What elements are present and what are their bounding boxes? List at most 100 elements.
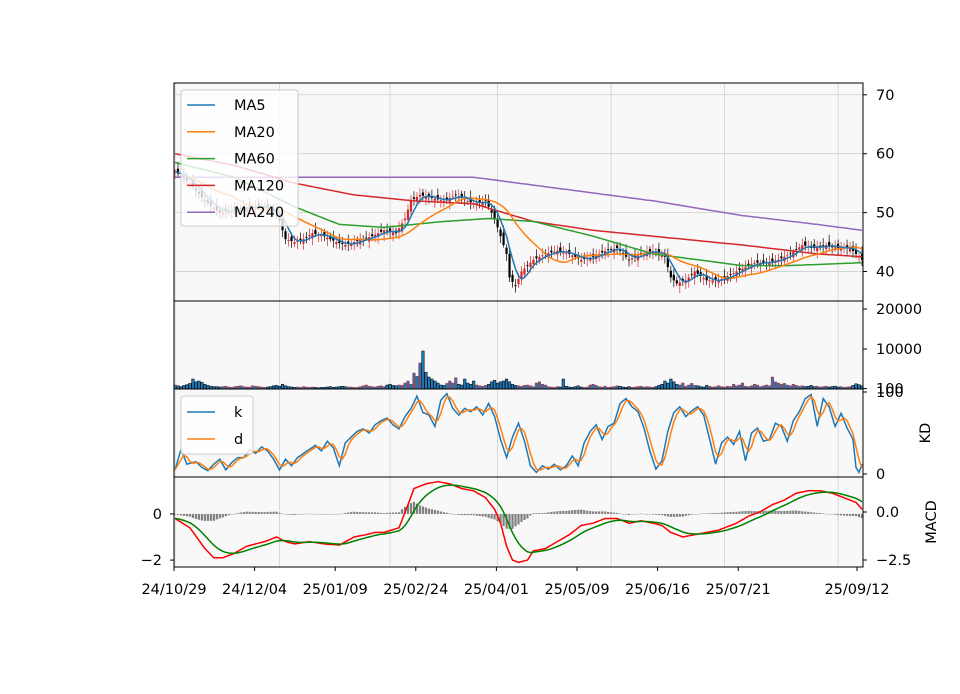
volume-bar xyxy=(385,384,389,390)
macd-hist-bar xyxy=(750,510,753,514)
macd-hist-bar xyxy=(215,513,218,520)
candle-body xyxy=(690,274,693,276)
candle-body xyxy=(744,267,747,271)
macd-hist-bar xyxy=(362,512,365,514)
macd-hist-bar xyxy=(499,513,502,523)
candle-body xyxy=(284,231,287,240)
candle-body xyxy=(753,262,756,264)
macd-hist-bar xyxy=(798,510,801,514)
volume-bar xyxy=(421,350,425,390)
candle-body xyxy=(311,233,314,239)
candle-body xyxy=(795,248,798,250)
candle-body xyxy=(714,276,717,281)
volume-bar xyxy=(657,385,661,390)
volume-bar xyxy=(424,371,428,390)
macd-hist-bar xyxy=(347,512,350,514)
candle-body xyxy=(418,194,422,197)
macd-hist-bar xyxy=(191,513,195,518)
candle-body xyxy=(571,255,574,258)
macd-right-tick-label: 0.0 xyxy=(876,505,899,521)
volume-bar xyxy=(388,383,392,390)
candle-body xyxy=(675,280,678,284)
volume-bar xyxy=(439,384,443,390)
candle-body xyxy=(490,210,493,213)
macd-hist-bar xyxy=(762,510,765,514)
macd-hist-bar xyxy=(583,510,586,514)
volume-bar xyxy=(773,381,777,390)
macd-hist-bar xyxy=(642,513,646,515)
candle-body xyxy=(329,236,332,240)
macd-hist-bar xyxy=(433,510,436,514)
x-tick-label: 24/10/29 xyxy=(141,582,206,598)
macd-hist-bar xyxy=(391,512,395,514)
macd-hist-bar xyxy=(314,513,317,515)
macd-hist-bar xyxy=(795,510,798,514)
macd-hist-bar xyxy=(789,510,792,514)
macd-hist-bar xyxy=(783,511,786,514)
macd-hist-bar xyxy=(266,511,269,514)
volume-bar xyxy=(690,383,694,390)
volume-bar xyxy=(764,384,768,390)
candle-body xyxy=(822,245,825,246)
macd-hist-bar xyxy=(263,512,266,514)
volume-bar xyxy=(785,384,789,390)
macd-hist-bar xyxy=(720,512,723,514)
macd-hist-bar xyxy=(690,513,693,515)
macd-hist-bar xyxy=(323,513,326,515)
macd-hist-bar xyxy=(421,506,425,514)
macd-hist-bar xyxy=(780,510,783,514)
volume-bar xyxy=(776,382,780,390)
candle-body xyxy=(523,268,526,275)
candle-body xyxy=(478,200,481,203)
macd-hist-bar xyxy=(412,501,416,514)
macd-hist-bar xyxy=(388,512,392,514)
candle-body xyxy=(550,250,553,253)
candle-body xyxy=(451,196,454,198)
volume-bar xyxy=(466,382,470,390)
macd-hist-bar xyxy=(230,513,233,515)
candle-body xyxy=(816,247,819,252)
candle-body xyxy=(601,250,604,253)
macd-hist-bar xyxy=(281,513,284,515)
candle-body xyxy=(296,241,299,242)
candle-body xyxy=(789,253,792,255)
macd-hist-bar xyxy=(311,513,314,515)
candle-body xyxy=(702,278,705,280)
macd-hist-bar xyxy=(705,513,708,514)
macd-hist-bar xyxy=(607,511,610,514)
macd-hist-bar xyxy=(227,513,230,516)
volume-tick-label: 100 xyxy=(876,382,904,398)
kd-tick-label: 100 xyxy=(876,385,904,401)
macd-hist-bar xyxy=(538,513,541,514)
volume-bar xyxy=(857,384,861,390)
kd-axis-label: KD xyxy=(918,423,934,444)
candle-body xyxy=(553,251,556,253)
macd-hist-bar xyxy=(804,511,807,514)
macd-hist-bar xyxy=(302,513,305,515)
macd-hist-bar xyxy=(604,511,607,514)
macd-hist-bar xyxy=(660,513,663,516)
macd-hist-bar xyxy=(702,513,705,515)
x-axis: 24/10/29 24/12/04 25/01/09 25/02/24 25/04/01… xyxy=(141,567,890,598)
candle-body xyxy=(308,235,311,237)
candle-body xyxy=(176,168,180,174)
macd-hist-bar xyxy=(275,511,278,514)
volume-bar xyxy=(403,382,407,390)
macd-hist-bar xyxy=(377,512,380,514)
macd-hist-bar xyxy=(442,512,445,514)
macd-hist-bar xyxy=(735,511,738,514)
macd-hist-bar xyxy=(636,513,640,515)
macd-hist-bar xyxy=(568,510,571,514)
candle-body xyxy=(633,255,637,257)
candle-body xyxy=(350,243,353,247)
candle-body xyxy=(729,274,732,275)
volume-bar xyxy=(185,384,189,390)
macd-hist-bar xyxy=(592,511,595,514)
candle-body xyxy=(520,271,523,279)
candle-body xyxy=(344,245,347,247)
candle-body xyxy=(562,252,565,254)
macd-hist-bar xyxy=(487,513,490,518)
macd-hist-bar xyxy=(717,512,720,514)
candle-body xyxy=(502,232,505,246)
macd-hist-bar xyxy=(828,513,831,515)
